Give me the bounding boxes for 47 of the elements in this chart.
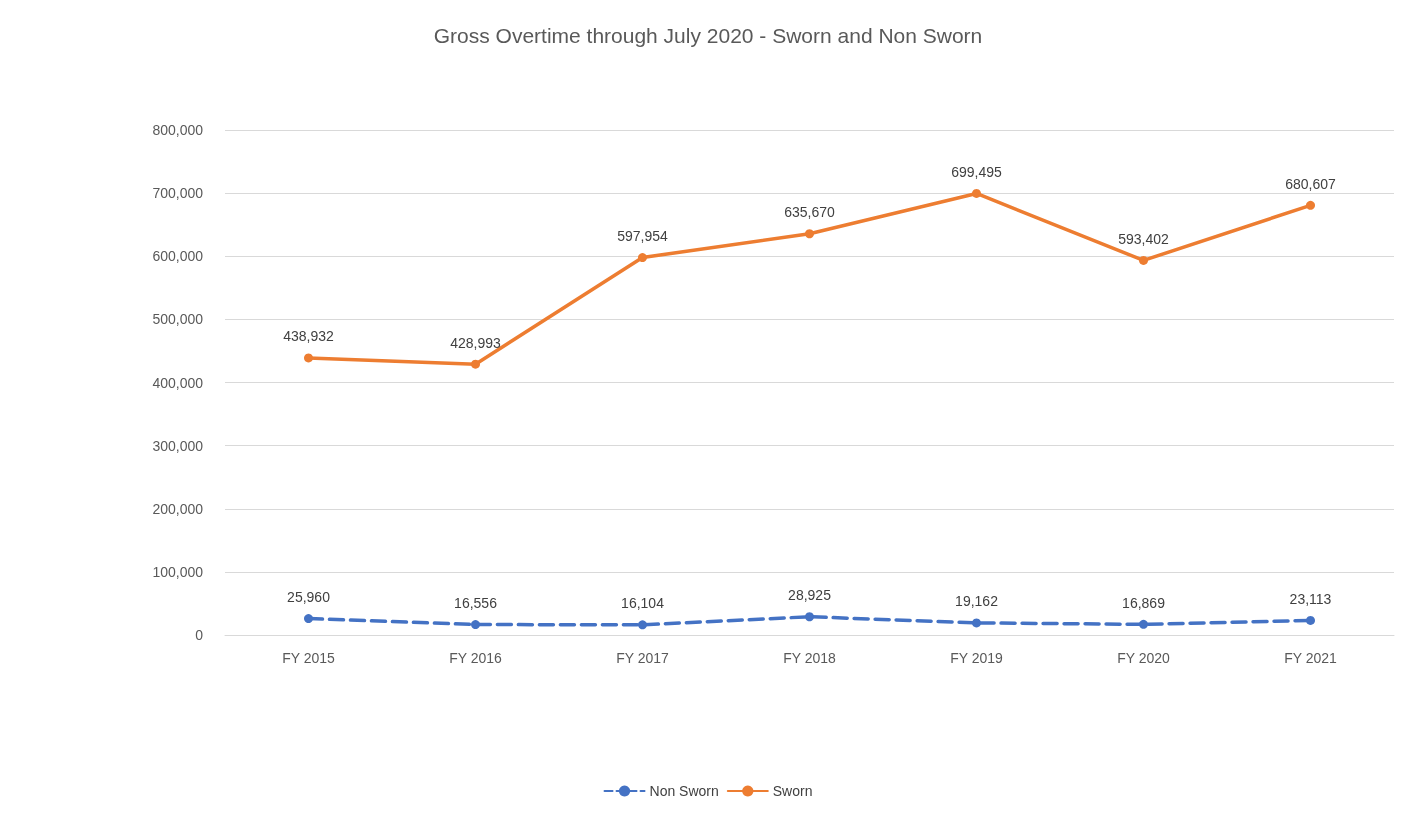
- y-tick-label: 400,000: [152, 374, 204, 391]
- x-tick-label: FY 2016: [449, 650, 503, 666]
- data-label: 19,162: [955, 593, 999, 610]
- data-label: 16,104: [621, 595, 665, 612]
- data-label: 438,932: [283, 328, 335, 345]
- x-tick-label: FY 2020: [1117, 650, 1171, 666]
- point: [638, 620, 647, 630]
- y-tick-label: 500,000: [152, 311, 204, 328]
- data-label: 680,607: [1285, 175, 1337, 192]
- data-label: 25,960: [287, 589, 331, 606]
- point: [304, 353, 313, 363]
- point: [972, 618, 981, 628]
- data-label: 16,556: [454, 595, 498, 612]
- y-tick-label: 800,000: [152, 122, 204, 138]
- data-label: 16,869: [1122, 594, 1166, 611]
- point: [1306, 615, 1315, 625]
- point: [304, 614, 313, 624]
- data-label: 28,925: [788, 587, 832, 604]
- point: [805, 612, 814, 622]
- y-tick-label: 600,000: [152, 248, 204, 265]
- data-label: 635,670: [784, 204, 836, 221]
- chart-title: Gross Overtime through July 2020 - Sworn and Non Sworn: [433, 24, 983, 47]
- point: [638, 253, 647, 263]
- data-label: 23,113: [1289, 590, 1332, 607]
- data-label: 428,993: [450, 334, 502, 351]
- data-label: 699,495: [951, 163, 1003, 180]
- legend-label: Sworn: [772, 783, 813, 799]
- y-tick-label: 100,000: [152, 563, 204, 580]
- x-tick-label: FY 2019: [950, 650, 1004, 666]
- y-tick-label: 200,000: [152, 500, 204, 517]
- point: [1139, 619, 1148, 629]
- x-tick-label: FY 2021: [1284, 650, 1338, 666]
- x-tick-label: FY 2018: [783, 650, 837, 666]
- point: [1306, 200, 1315, 210]
- point: [805, 229, 814, 239]
- legend-label: Non Sworn: [649, 783, 719, 799]
- y-tick-label: 700,000: [152, 185, 204, 202]
- x-tick-label: FY 2017: [616, 650, 670, 666]
- data-label: 597,954: [617, 228, 669, 245]
- point: [1139, 255, 1148, 265]
- point: [972, 188, 981, 198]
- data-label: 593,402: [1118, 230, 1170, 247]
- x-tick-label: FY 2015: [282, 650, 336, 666]
- y-tick-label: 300,000: [152, 437, 204, 454]
- point: [471, 359, 480, 369]
- point: [471, 620, 480, 630]
- y-tick-label: 0: [195, 627, 204, 643]
